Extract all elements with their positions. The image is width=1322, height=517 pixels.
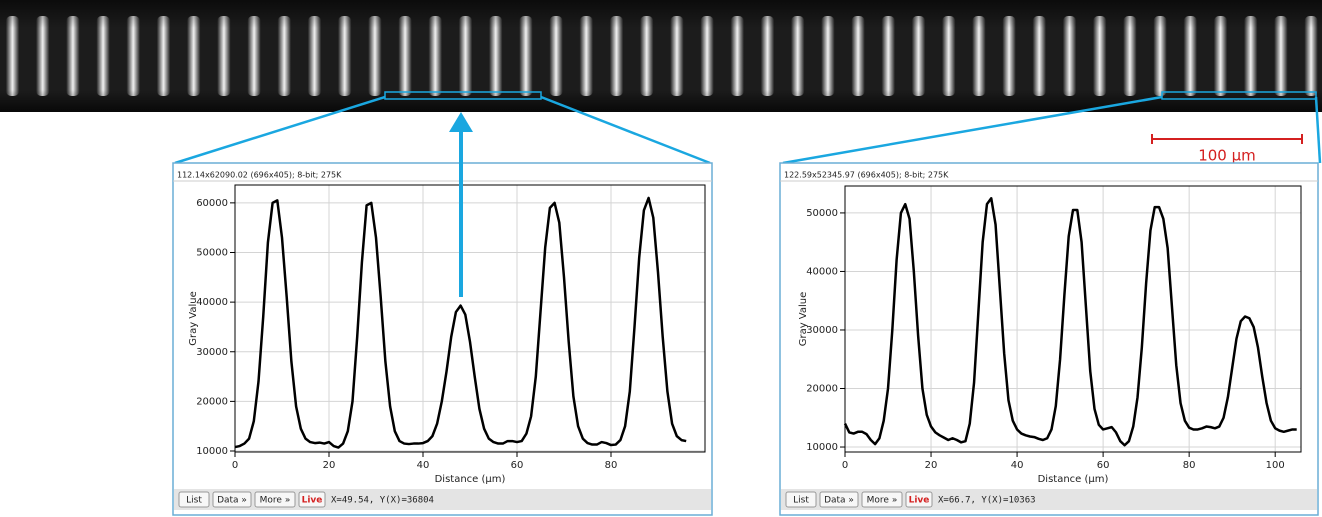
y-axis-label: Gray Value bbox=[188, 291, 199, 346]
zoom-indicators bbox=[174, 91, 1322, 165]
image-shading bbox=[0, 0, 1322, 112]
x-tick-label: 20 bbox=[323, 460, 336, 471]
button-label[interactable]: Data » bbox=[824, 496, 854, 506]
x-axis-label: Distance (µm) bbox=[435, 474, 506, 485]
window-header: 122.59x52345.97 (696x405); 8-bit; 275K bbox=[784, 171, 949, 180]
scale-bar-label: 100 µm bbox=[1198, 147, 1256, 165]
x-tick-label: 60 bbox=[1097, 460, 1110, 471]
y-tick-label: 20000 bbox=[196, 396, 228, 407]
x-tick-label: 0 bbox=[842, 460, 848, 471]
x-tick-label: 80 bbox=[605, 460, 618, 471]
x-tick-label: 100 bbox=[1266, 460, 1285, 471]
plot-windows: 112.14x62090.02 (696x405); 8-bit; 275K 10… bbox=[172, 162, 1319, 516]
button[interactable] bbox=[254, 491, 296, 508]
button-label[interactable]: Live bbox=[302, 496, 323, 506]
cursor-status: X=66.7, Y(X)=10363 bbox=[938, 496, 1036, 506]
profile-line bbox=[843, 197, 1297, 447]
cursor-status: X=49.54, Y(X)=36804 bbox=[331, 496, 434, 506]
x-tick-label: 40 bbox=[417, 460, 430, 471]
plot-frame bbox=[844, 185, 1302, 453]
button-label[interactable]: More » bbox=[867, 496, 898, 506]
x-axis-label: Distance (µm) bbox=[1038, 474, 1109, 485]
y-tick-label: 10000 bbox=[806, 442, 838, 453]
button-label[interactable]: List bbox=[793, 496, 809, 506]
button[interactable] bbox=[298, 491, 326, 508]
highlight-arrow bbox=[449, 112, 473, 297]
plot-frame bbox=[234, 184, 706, 453]
button-label[interactable]: List bbox=[186, 496, 202, 506]
y-tick-label: 40000 bbox=[806, 266, 838, 277]
toolbar bbox=[781, 489, 1317, 510]
y-tick-label: 30000 bbox=[806, 325, 838, 336]
window-frame bbox=[172, 162, 713, 516]
button[interactable] bbox=[819, 491, 859, 508]
button-label[interactable]: Live bbox=[909, 496, 930, 506]
button-label[interactable]: More » bbox=[260, 496, 291, 506]
scale-bar: 100 µm bbox=[1151, 134, 1303, 165]
y-tick-label: 30000 bbox=[196, 347, 228, 358]
y-tick-label: 40000 bbox=[196, 297, 228, 308]
x-tick-label: 0 bbox=[232, 460, 238, 471]
button-label[interactable]: Data » bbox=[217, 496, 247, 506]
y-axis-label: Gray Value bbox=[798, 292, 809, 347]
button[interactable] bbox=[861, 491, 903, 508]
y-tick-label: 10000 bbox=[196, 446, 228, 457]
window-header: 112.14x62090.02 (696x405); 8-bit; 275K bbox=[177, 171, 342, 180]
button[interactable] bbox=[785, 491, 817, 508]
x-tick-label: 80 bbox=[1183, 460, 1196, 471]
button[interactable] bbox=[212, 491, 252, 508]
button[interactable] bbox=[178, 491, 210, 508]
button[interactable] bbox=[905, 491, 933, 508]
profile-line bbox=[234, 196, 687, 449]
x-tick-label: 40 bbox=[1011, 460, 1024, 471]
y-tick-label: 20000 bbox=[806, 383, 838, 394]
x-tick-label: 20 bbox=[925, 460, 938, 471]
y-tick-label: 50000 bbox=[806, 208, 838, 219]
y-tick-label: 50000 bbox=[196, 247, 228, 258]
y-tick-label: 60000 bbox=[196, 198, 228, 209]
x-tick-label: 60 bbox=[511, 460, 524, 471]
window-frame bbox=[779, 162, 1319, 516]
